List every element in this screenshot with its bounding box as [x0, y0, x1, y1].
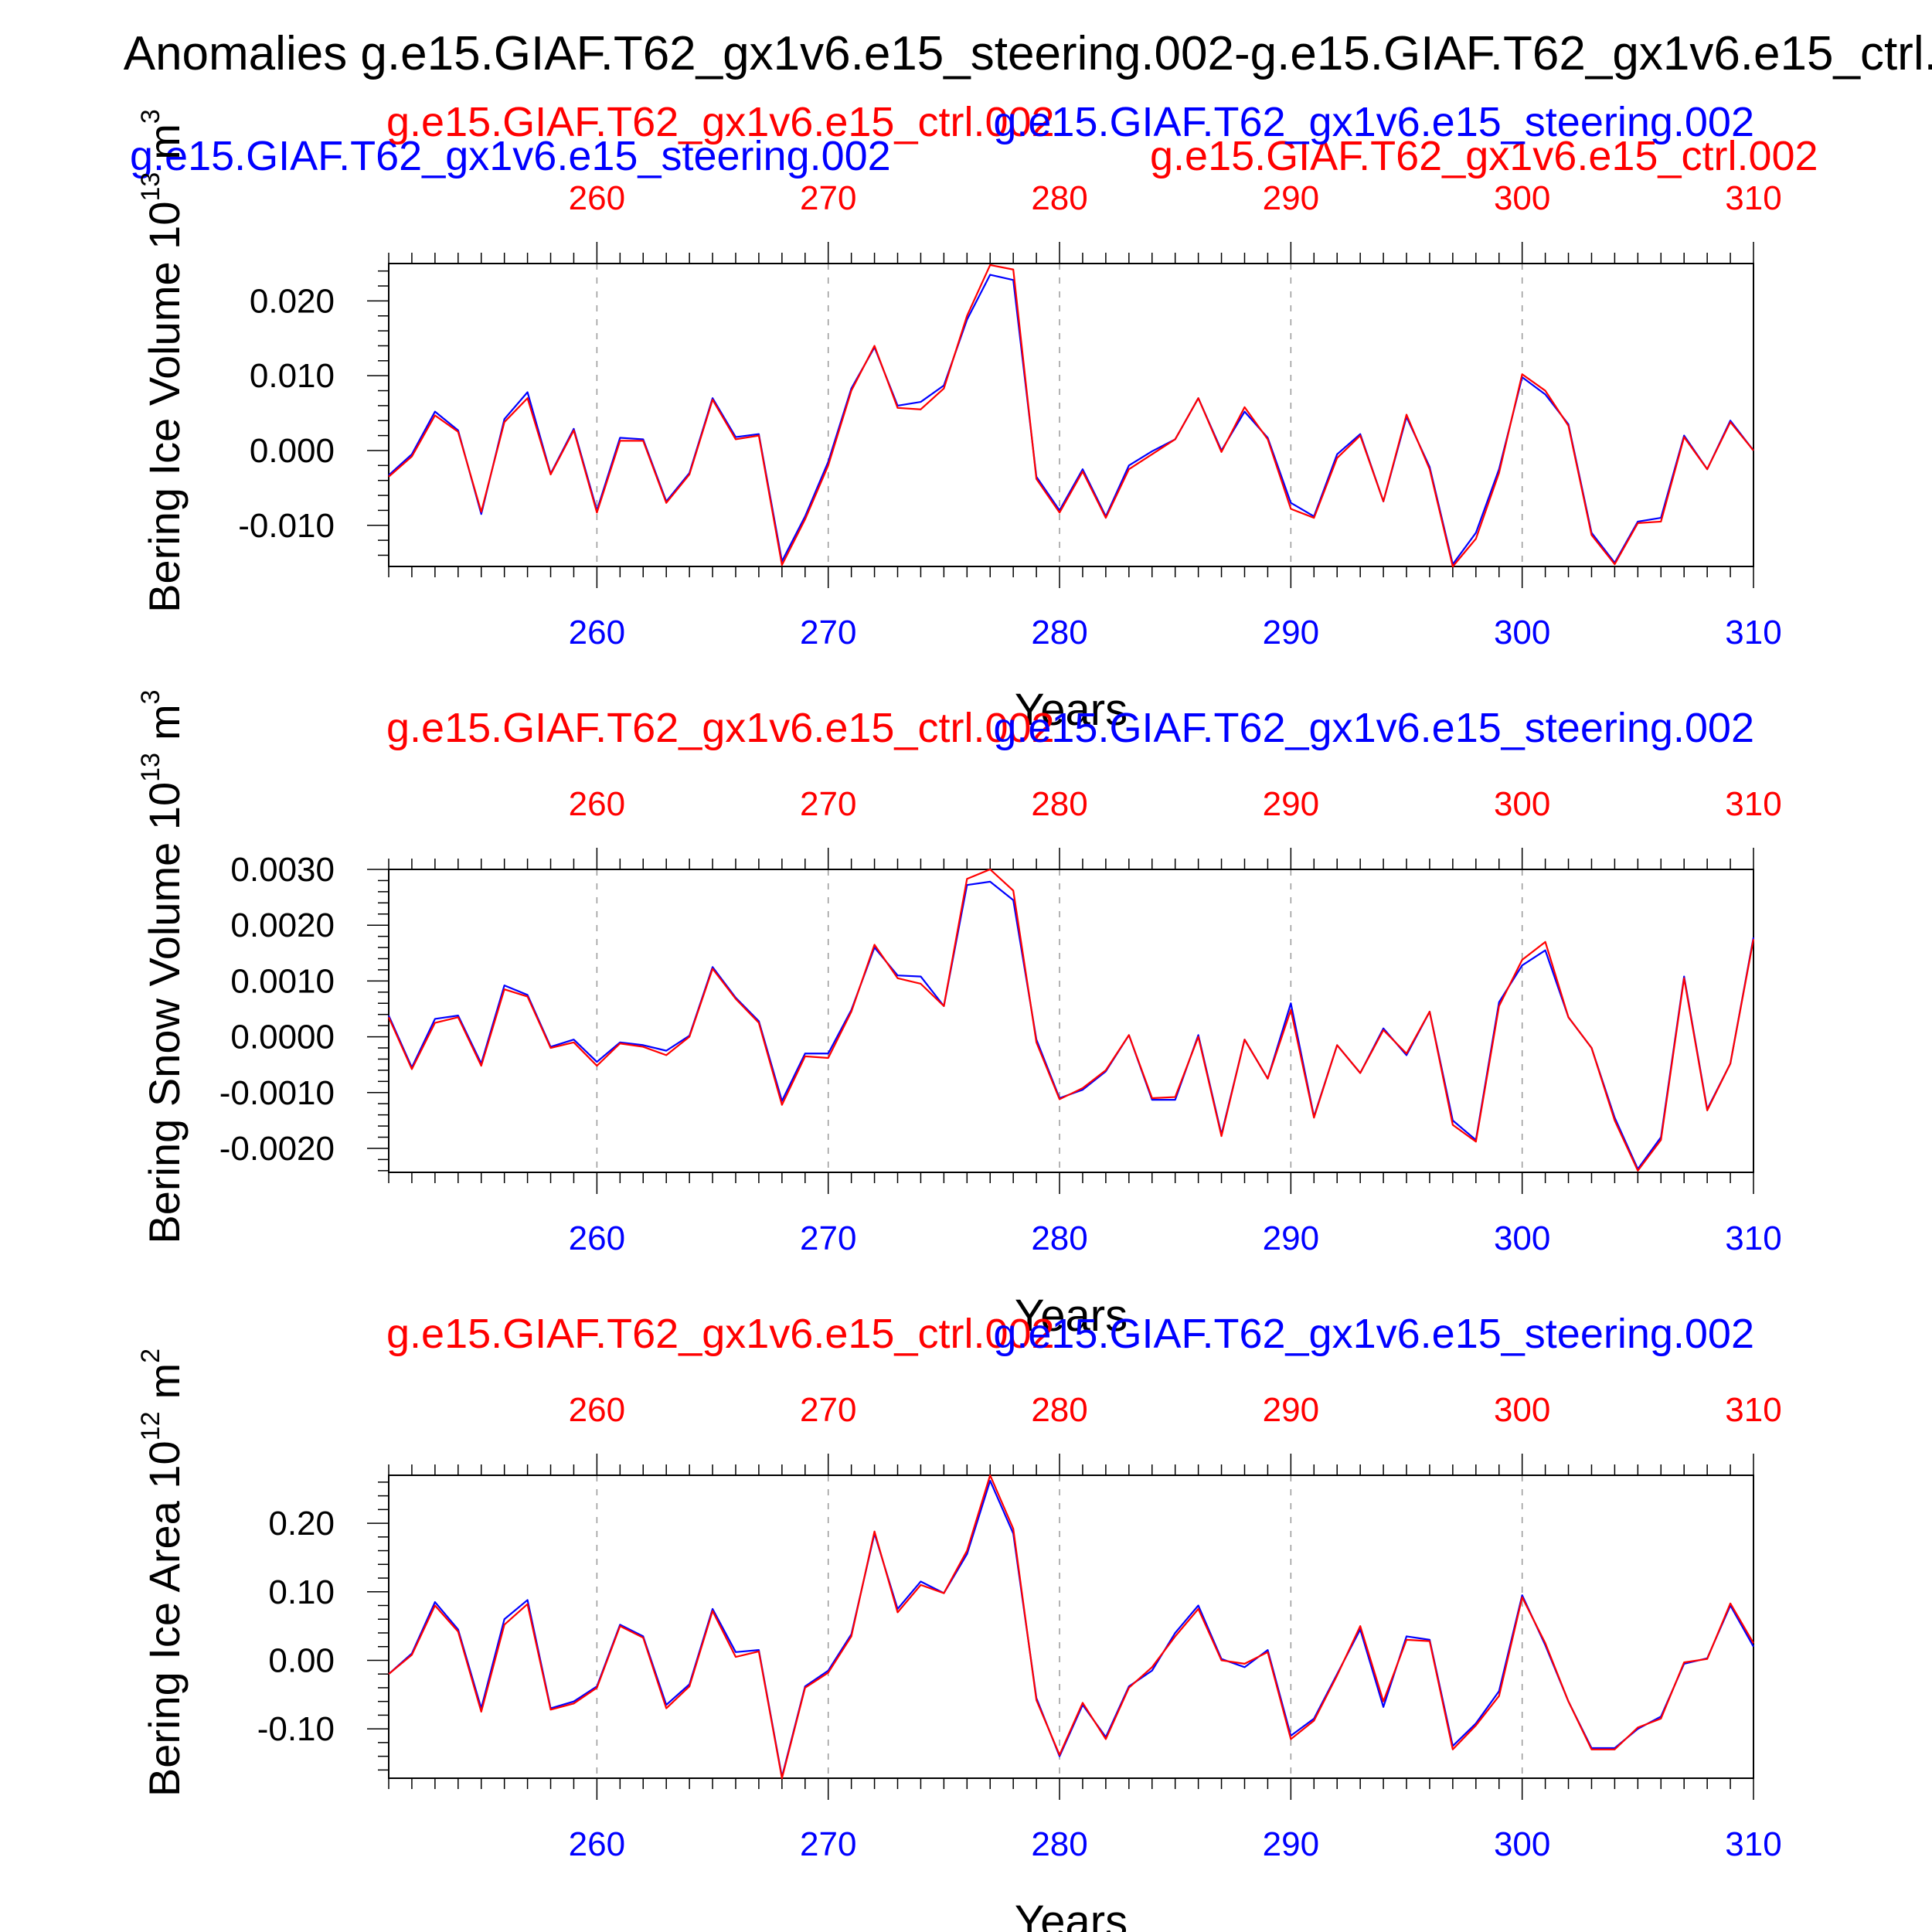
x-tick-label-bottom: 260 [569, 1219, 625, 1257]
series-line-steering [388, 274, 1754, 566]
x-tick-label-bottom: 300 [1494, 1219, 1550, 1257]
panel-top-steering-label: g.e15.GIAF.T62_gx1v6.e15_steering.002 [993, 99, 1754, 145]
plot-frame [388, 263, 1754, 567]
y-tick-label: 0.0030 [230, 851, 335, 889]
x-tick-label-top: 290 [1263, 785, 1319, 823]
series-line-ctrl [387, 868, 1755, 1172]
x-tick-label-top: 270 [800, 179, 856, 217]
x-tick-label-top: 310 [1725, 1391, 1781, 1429]
y-tick-label: -0.10 [257, 1710, 335, 1748]
x-tick-label-top: 270 [800, 1391, 856, 1429]
x-tick-label-bottom: 280 [1031, 1219, 1087, 1257]
x-tick-label-bottom: 280 [1031, 1825, 1087, 1863]
panel-top-ctrl-label: g.e15.GIAF.T62_gx1v6.e15_ctrl.002 [386, 99, 1055, 145]
y-tick-label: -0.0010 [219, 1074, 335, 1112]
y-axis-title-unit: m [140, 124, 189, 160]
panel-top-steering-label: g.e15.GIAF.T62_gx1v6.e15_steering.002 [993, 1311, 1754, 1357]
panels: g.e15.GIAF.T62_gx1v6.e15_ctrl.002g.e15.G… [136, 99, 1782, 1932]
x-tick-label-bottom: 290 [1263, 1825, 1319, 1863]
y-tick-label: 0.020 [250, 282, 335, 320]
x-tick-label-bottom: 270 [800, 1219, 856, 1257]
plot-frame [388, 869, 1754, 1173]
figure-title: Anomalies g.e15.GIAF.T62_gx1v6.e15_steer… [124, 27, 1932, 80]
top-left-run-label: g.e15.GIAF.T62_gx1v6.e15_steering.002 [130, 133, 891, 179]
series-line-ctrl [388, 264, 1754, 568]
y-tick-label: 0.010 [250, 357, 335, 395]
x-tick-label-top: 310 [1725, 179, 1781, 217]
series-line-steering [388, 1479, 1754, 1778]
y-axis-title-exponent: 13 [136, 172, 165, 202]
plot-frame [388, 1475, 1754, 1779]
top-right-run-label: g.e15.GIAF.T62_gx1v6.e15_ctrl.002 [1150, 133, 1818, 179]
x-tick-label-bottom: 310 [1725, 1825, 1781, 1863]
x-tick-label-bottom: 290 [1263, 1219, 1319, 1257]
x-tick-label-bottom: 300 [1494, 1825, 1550, 1863]
y-axis-title: Bering Snow Volume 1013 m3 [136, 689, 189, 1243]
y-tick-label: 0.0010 [230, 962, 335, 1000]
x-tick-label-bottom: 310 [1725, 614, 1781, 651]
panel-top-ctrl-label: g.e15.GIAF.T62_gx1v6.e15_ctrl.002 [386, 705, 1055, 751]
x-tick-label-top: 260 [569, 785, 625, 823]
x-tick-label-bottom: 280 [1031, 614, 1087, 651]
x-axis-title: Years [1015, 685, 1128, 735]
panel-top-steering-label: g.e15.GIAF.T62_gx1v6.e15_steering.002 [993, 705, 1754, 751]
y-tick-label: 0.10 [268, 1573, 335, 1611]
x-tick-label-top: 270 [800, 785, 856, 823]
x-axis-title: Years [1015, 1896, 1128, 1932]
x-tick-label-bottom: 270 [800, 614, 856, 651]
y-tick-label: 0.000 [250, 432, 335, 470]
x-tick-label-top: 280 [1031, 1391, 1087, 1429]
series-line-steering [387, 880, 1755, 1170]
x-tick-label-top: 290 [1263, 1391, 1319, 1429]
y-axis-title-unit-exponent: 3 [136, 689, 165, 704]
x-tick-label-bottom: 310 [1725, 1219, 1781, 1257]
x-tick-label-bottom: 260 [569, 614, 625, 651]
y-axis-title-unit: m [140, 1363, 189, 1400]
x-tick-label-top: 300 [1494, 1391, 1550, 1429]
panel-top-ctrl-label: g.e15.GIAF.T62_gx1v6.e15_ctrl.002 [386, 1311, 1055, 1357]
x-tick-label-top: 300 [1494, 785, 1550, 823]
y-tick-label: 0.0020 [230, 906, 335, 944]
y-axis-title-text: Bering Snow Volume 10 [140, 782, 189, 1244]
x-tick-label-top: 260 [569, 1391, 625, 1429]
x-tick-label-top: 290 [1263, 179, 1319, 217]
panel-1: g.e15.GIAF.T62_gx1v6.e15_ctrl.002g.e15.G… [136, 99, 1782, 735]
y-axis-title: Bering Ice Area 1012 m2 [136, 1349, 189, 1797]
x-tick-label-bottom: 290 [1263, 614, 1319, 651]
x-tick-label-top: 260 [569, 179, 625, 217]
series-line-ctrl [388, 1474, 1754, 1780]
y-axis-title-text: Bering Ice Area 10 [140, 1440, 189, 1797]
y-tick-label: -0.010 [238, 507, 335, 545]
y-tick-label: 0.0000 [230, 1019, 335, 1056]
x-tick-label-bottom: 300 [1494, 614, 1550, 651]
x-tick-label-top: 300 [1494, 179, 1550, 217]
panel-2: g.e15.GIAF.T62_gx1v6.e15_ctrl.002g.e15.G… [136, 689, 1782, 1341]
x-tick-label-top: 280 [1031, 179, 1087, 217]
x-tick-label-top: 310 [1725, 785, 1781, 823]
y-axis-title-unit-exponent: 2 [136, 1349, 165, 1363]
y-axis-title-unit: m [140, 704, 189, 740]
y-tick-label: -0.0020 [219, 1130, 335, 1168]
y-axis-title: Bering Ice Volume 1013 m3 [136, 109, 189, 613]
x-axis-title: Years [1015, 1291, 1128, 1341]
x-tick-label-bottom: 270 [800, 1825, 856, 1863]
y-tick-label: 0.00 [268, 1641, 335, 1679]
y-axis-title-exponent: 12 [136, 1412, 165, 1441]
y-tick-label: 0.20 [268, 1505, 335, 1543]
y-axis-title-text: Bering Ice Volume 10 [140, 202, 189, 613]
x-tick-label-top: 280 [1031, 785, 1087, 823]
y-axis-title-unit-exponent: 3 [136, 109, 165, 124]
y-axis-title-exponent: 13 [136, 753, 165, 782]
panel-3: g.e15.GIAF.T62_gx1v6.e15_ctrl.002g.e15.G… [136, 1311, 1782, 1932]
x-tick-label-bottom: 260 [569, 1825, 625, 1863]
